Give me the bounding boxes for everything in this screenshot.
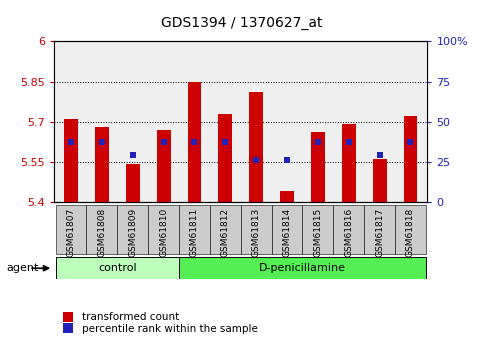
Bar xyxy=(179,257,426,279)
Bar xyxy=(395,205,426,254)
Bar xyxy=(280,191,294,202)
Bar xyxy=(302,205,333,254)
Bar xyxy=(333,41,364,202)
Text: agent: agent xyxy=(6,263,39,273)
Bar xyxy=(364,41,395,202)
Bar xyxy=(56,41,86,202)
Text: D-penicillamine: D-penicillamine xyxy=(259,263,346,273)
Text: GDS1394 / 1370627_at: GDS1394 / 1370627_at xyxy=(161,16,322,30)
Bar xyxy=(373,159,386,202)
Bar xyxy=(395,41,426,202)
Text: GSM61815: GSM61815 xyxy=(313,208,323,257)
Bar xyxy=(187,81,201,202)
Text: GSM61808: GSM61808 xyxy=(98,208,106,257)
Text: GSM61811: GSM61811 xyxy=(190,208,199,257)
Bar xyxy=(271,205,302,254)
Bar xyxy=(86,41,117,202)
Bar xyxy=(302,41,333,202)
Bar xyxy=(56,205,86,254)
Text: GSM61818: GSM61818 xyxy=(406,208,415,257)
Bar xyxy=(241,205,271,254)
Bar xyxy=(179,41,210,202)
Bar xyxy=(311,132,325,202)
Text: GSM61809: GSM61809 xyxy=(128,208,137,257)
Bar xyxy=(117,41,148,202)
Legend: transformed count, percentile rank within the sample: transformed count, percentile rank withi… xyxy=(54,308,262,338)
Text: GSM61816: GSM61816 xyxy=(344,208,353,257)
Bar xyxy=(148,205,179,254)
Text: GSM61812: GSM61812 xyxy=(221,208,230,257)
Bar xyxy=(241,41,271,202)
Bar xyxy=(86,205,117,254)
Bar xyxy=(249,92,263,202)
Bar xyxy=(95,127,109,202)
Bar xyxy=(148,41,179,202)
Bar xyxy=(64,119,78,202)
Bar xyxy=(56,257,179,279)
Bar xyxy=(117,205,148,254)
Bar xyxy=(364,205,395,254)
Bar xyxy=(126,164,140,202)
Bar xyxy=(210,205,241,254)
Text: GSM61813: GSM61813 xyxy=(252,208,261,257)
Bar xyxy=(403,116,417,202)
Text: GSM61807: GSM61807 xyxy=(67,208,75,257)
Bar xyxy=(218,114,232,202)
Text: GSM61817: GSM61817 xyxy=(375,208,384,257)
Text: GSM61814: GSM61814 xyxy=(283,208,292,257)
Bar xyxy=(179,205,210,254)
Bar xyxy=(210,41,241,202)
Bar xyxy=(333,205,364,254)
Text: control: control xyxy=(98,263,137,273)
Bar xyxy=(156,130,170,202)
Bar xyxy=(342,124,355,202)
Text: GSM61810: GSM61810 xyxy=(159,208,168,257)
Bar xyxy=(271,41,302,202)
